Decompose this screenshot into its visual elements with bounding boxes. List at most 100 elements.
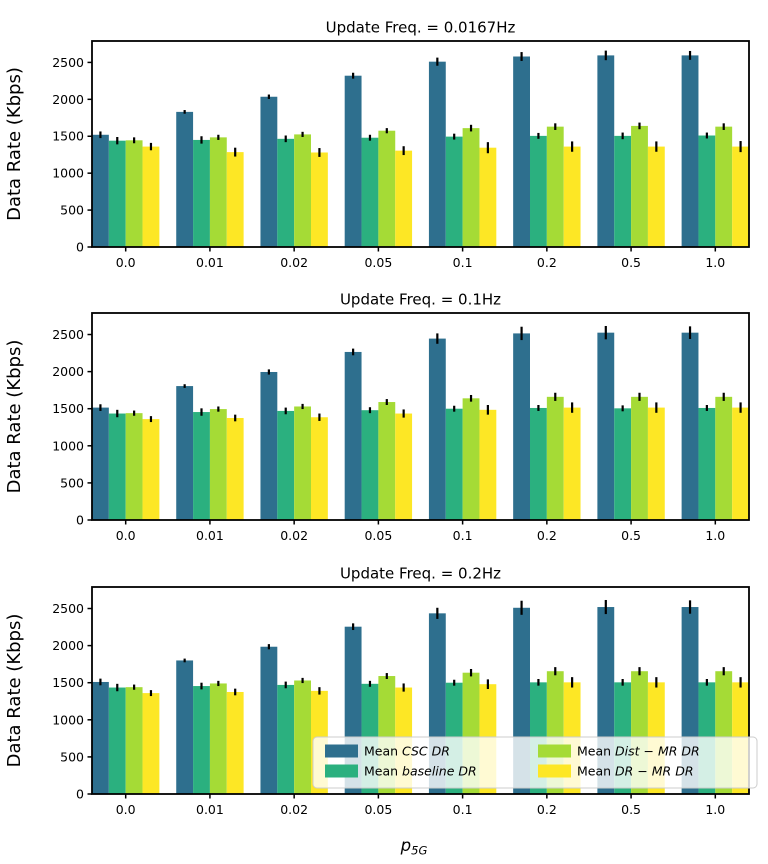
x-tick-label: 0.2 — [537, 802, 557, 817]
bar — [361, 137, 379, 247]
bar — [378, 130, 396, 247]
x-tick-label: 0.2 — [537, 528, 557, 543]
x-tick-label: 0.1 — [453, 802, 473, 817]
subplot-title: Update Freq. = 0.1Hz — [340, 291, 501, 309]
bar — [631, 125, 648, 247]
bar — [614, 135, 632, 247]
bar-series — [125, 122, 733, 247]
bar — [226, 691, 244, 794]
bar — [125, 140, 143, 247]
bar — [277, 138, 295, 247]
y-tick-label: 2000 — [52, 638, 84, 653]
bar — [108, 140, 126, 247]
bar — [176, 660, 194, 794]
y-tick-label: 500 — [60, 203, 84, 218]
bar — [209, 683, 227, 794]
legend-label: Mean CSC DR — [364, 744, 450, 759]
bar — [311, 152, 328, 247]
bar — [563, 146, 581, 247]
x-axis-label: p5G — [400, 836, 428, 858]
x-tick-label: 0.5 — [621, 255, 641, 270]
bar — [715, 126, 733, 247]
bar — [193, 686, 210, 794]
bar — [395, 413, 413, 520]
bar — [108, 413, 126, 520]
bar — [563, 407, 581, 520]
y-tick-label: 1500 — [52, 401, 84, 416]
bar — [513, 56, 530, 248]
legend-label: Mean baseline DR — [364, 764, 477, 779]
y-tick-label: 2500 — [52, 55, 84, 70]
y-tick-label: 2500 — [52, 327, 84, 342]
bar — [361, 410, 379, 520]
bar — [647, 146, 665, 247]
bar — [92, 407, 109, 520]
y-tick-label: 0 — [76, 513, 84, 528]
x-tick-label: 0.01 — [196, 802, 224, 817]
axes-box — [91, 586, 750, 795]
legend-swatch — [325, 744, 358, 758]
bar — [445, 136, 463, 247]
bar — [176, 386, 194, 520]
bar — [631, 396, 648, 520]
bar — [479, 409, 497, 520]
bar — [311, 417, 328, 520]
y-tick-label: 0 — [76, 787, 84, 802]
legend-box — [312, 736, 758, 789]
bar — [344, 75, 362, 247]
bar — [715, 396, 733, 520]
bar — [428, 338, 446, 520]
bar — [294, 134, 311, 247]
bar — [546, 126, 564, 247]
x-tick-label: 0.05 — [364, 802, 392, 817]
y-axis-label: Data Rate (Kbps) — [4, 67, 25, 221]
axes-box — [91, 312, 750, 521]
bar — [597, 55, 615, 247]
bar — [681, 55, 699, 247]
bar — [125, 413, 143, 520]
bar — [462, 128, 480, 247]
bar — [698, 135, 716, 247]
bar — [260, 646, 278, 794]
bar — [428, 61, 446, 248]
subplot: 0 500 1000 1500 2000 2500 0.0 0.01 0.02 0.05 0.1 0.… — [4, 19, 750, 270]
bar-series — [125, 392, 733, 520]
x-tick-label: 0.0 — [116, 255, 136, 270]
subplot-title: Update Freq. = 0.2Hz — [340, 565, 501, 583]
bar — [294, 680, 311, 794]
legend-swatch — [538, 764, 571, 778]
axes-box — [91, 40, 750, 248]
x-tick-label: 0.05 — [364, 528, 392, 543]
bar-series — [108, 132, 716, 247]
bar-series — [108, 405, 716, 520]
y-tick-label: 2000 — [52, 364, 84, 379]
x-tick-label: 0.5 — [621, 802, 641, 817]
bar — [445, 408, 463, 520]
x-tick-label: 0.5 — [621, 528, 641, 543]
bar — [92, 681, 109, 794]
y-tick-label: 1500 — [52, 675, 84, 690]
bar — [479, 147, 497, 247]
bar — [193, 139, 210, 247]
bar — [142, 419, 160, 520]
bar — [681, 332, 699, 520]
y-tick-label: 500 — [60, 475, 84, 490]
y-tick-label: 1500 — [52, 129, 84, 144]
y-tick-label: 1000 — [52, 166, 84, 181]
bar — [226, 417, 244, 520]
bar — [209, 409, 227, 520]
x-tick-label: 0.01 — [196, 255, 224, 270]
bar — [530, 407, 547, 520]
y-tick-label: 500 — [60, 749, 84, 764]
x-tick-label: 1.0 — [705, 802, 725, 817]
bar — [226, 152, 244, 247]
x-tick-label: 0.1 — [453, 255, 473, 270]
y-tick-label: 1000 — [52, 712, 84, 727]
bar-series — [92, 325, 699, 520]
x-tick-label: 0.1 — [453, 528, 473, 543]
bar — [462, 398, 480, 520]
bar — [209, 137, 227, 247]
legend-swatch — [538, 744, 571, 758]
y-axis-label: Data Rate (Kbps) — [4, 340, 25, 494]
